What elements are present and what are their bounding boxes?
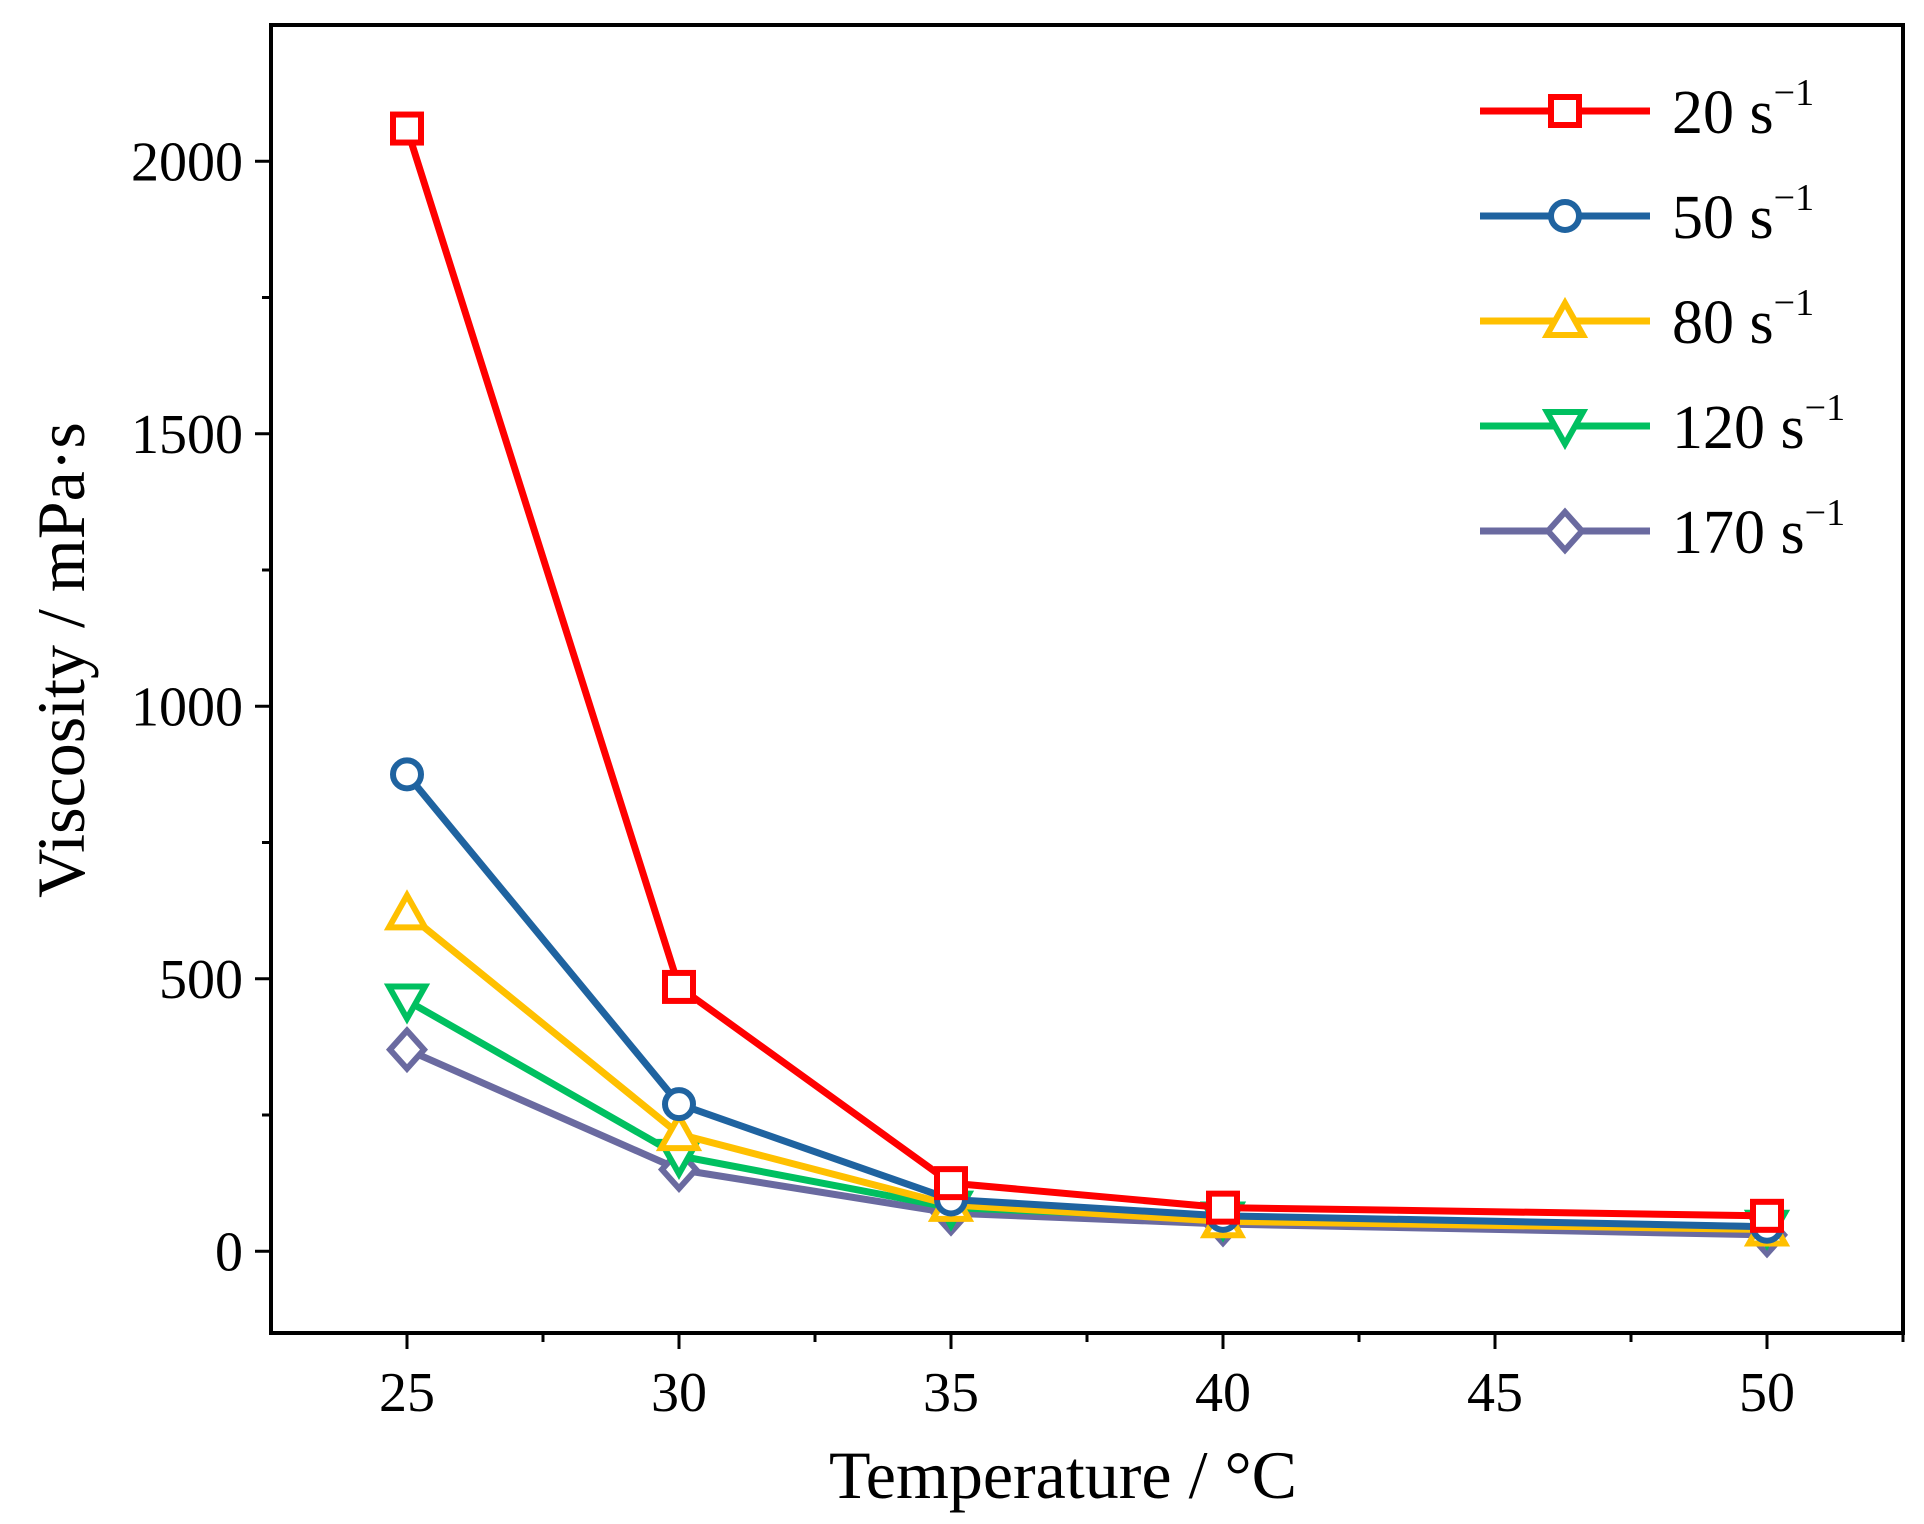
x-tick-label: 35 [923, 1362, 979, 1424]
y-tick-label: 1000 [131, 676, 243, 738]
y-tick-label: 0 [215, 1221, 243, 1283]
x-tick-label: 45 [1467, 1362, 1523, 1424]
y-tick-label: 500 [159, 949, 243, 1011]
y-axis-title: Viscosity / mPa·s [23, 422, 99, 898]
x-tick-label: 25 [379, 1362, 435, 1424]
series-80-s [383, 889, 1791, 1247]
series-line [404, 772, 1768, 1231]
legend-label: 50 s−1 [1672, 177, 1814, 252]
legend-marker [1548, 94, 1582, 128]
legend-marker [1543, 507, 1587, 555]
legend-marker [1541, 296, 1589, 338]
legend-item: 170 s−1 [1480, 492, 1845, 567]
data-point [390, 757, 424, 792]
plot-frame [269, 23, 1905, 1335]
data-point [385, 1026, 429, 1074]
series-line [403, 127, 1768, 1220]
series-20-s [390, 111, 1784, 1233]
data-point [1206, 1190, 1240, 1225]
data-point [383, 983, 431, 1025]
legend-marker [1548, 199, 1582, 233]
y-tick-label: 2000 [131, 131, 243, 193]
data-point [662, 1087, 696, 1122]
legend-item: 80 s−1 [1480, 282, 1814, 357]
legend-item: 120 s−1 [1480, 387, 1845, 462]
legend: 20 s−1 50 s−1 80 s−1 120 s−1 170 s−1 [1480, 72, 1845, 567]
data-point [1750, 1198, 1784, 1233]
data-point [655, 1109, 703, 1152]
data-point [390, 111, 424, 146]
data-point [383, 889, 431, 931]
series-line [404, 910, 1768, 1233]
series-50-s [390, 757, 1784, 1244]
x-tick-label: 40 [1195, 1362, 1251, 1424]
data-point [662, 969, 696, 1004]
legend-item: 50 s−1 [1480, 177, 1814, 252]
legend-item: 20 s−1 [1480, 72, 1814, 147]
x-tick-label: 50 [1739, 1362, 1795, 1424]
x-tick-label: 30 [651, 1362, 707, 1424]
legend-label: 80 s−1 [1672, 282, 1814, 357]
legend-marker [1541, 409, 1589, 451]
legend-label: 170 s−1 [1672, 492, 1845, 567]
x-axis-title: Temperature / °C [829, 1437, 1297, 1513]
legend-label: 20 s−1 [1672, 72, 1814, 147]
data-point [934, 1166, 968, 1201]
legend-label: 120 s−1 [1672, 387, 1845, 462]
y-tick-label: 1500 [131, 404, 243, 466]
plot-area [383, 111, 1791, 1259]
